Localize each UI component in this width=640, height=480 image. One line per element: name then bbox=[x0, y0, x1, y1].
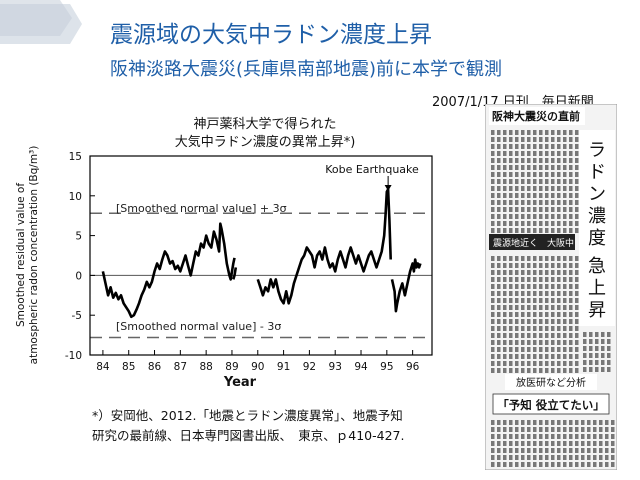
chart-title: 神戸薬科大学で得られた 大気中ラドン濃度の異常上昇*) bbox=[150, 116, 380, 152]
y-tick-label: 5 bbox=[75, 231, 82, 243]
svg-text:度: 度 bbox=[588, 228, 606, 249]
x-axis-label: Year bbox=[223, 375, 257, 390]
newspaper-band: 震源地近く 大阪中 bbox=[493, 237, 574, 249]
svg-text:ン: ン bbox=[588, 184, 606, 205]
slide-arrow-decoration bbox=[0, 0, 82, 44]
citation: *）安岡他、2012.「地震とラドン濃度異常」、地震予知 研究の最前線、日本専門… bbox=[92, 406, 404, 446]
radon-series bbox=[101, 188, 422, 319]
newspaper-clipping: 阪神大震災の直前 ラ ド ン 濃 度 急 上 昇 震源地近く 大阪中 放医研など… bbox=[485, 104, 617, 470]
series-segment-3 bbox=[256, 188, 392, 305]
lower-threshold-label: [Smoothed normal value] - 3σ bbox=[116, 320, 281, 333]
x-tick-label: 88 bbox=[199, 361, 212, 373]
radon-chart: 84 85 86 87 88 89 90 91 92 93 94 95 96 15 10 5 0 -5 -10 Y… bbox=[15, 146, 433, 390]
svg-text:上: 上 bbox=[588, 278, 606, 299]
series-segment-2 bbox=[232, 267, 238, 280]
slide-title: 震源域の大気中ラドン濃度上昇 bbox=[110, 22, 432, 48]
x-tick-label: 91 bbox=[277, 361, 290, 373]
chart-title-line2: 大気中ラドン濃度の異常上昇*) bbox=[174, 135, 356, 150]
x-tick-label: 90 bbox=[251, 361, 264, 373]
kobe-earthquake-annotation: Kobe Earthquake bbox=[325, 163, 419, 176]
newspaper-header: 阪神大震災の直前 bbox=[492, 109, 580, 123]
slide-subtitle: 阪神淡路大震災(兵庫県南部地震)前に本学で観測 bbox=[110, 59, 503, 80]
x-tick-label: 84 bbox=[96, 361, 110, 373]
newspaper-text-texture bbox=[491, 130, 615, 467]
svg-text:急: 急 bbox=[588, 256, 606, 277]
y-tick-label: 10 bbox=[69, 191, 82, 203]
annotation-arrowhead bbox=[384, 185, 392, 191]
svg-text:ド: ド bbox=[588, 162, 606, 183]
x-tick-label: 86 bbox=[148, 361, 162, 373]
x-tick-label: 93 bbox=[329, 361, 342, 373]
x-tick-label: 87 bbox=[174, 361, 187, 373]
y-axis-label-line1: Smoothed residual value of bbox=[15, 183, 27, 327]
series-segment-4 bbox=[390, 258, 422, 313]
y-axis-label-line2: atmospheric radon concentration (Bq/m³) bbox=[28, 146, 40, 365]
svg-text:濃: 濃 bbox=[588, 206, 606, 227]
series-segment-1 bbox=[101, 222, 236, 319]
y-tick-label: -10 bbox=[65, 350, 82, 362]
newspaper-subhead: 放医研など分析 bbox=[516, 376, 586, 389]
y-tick-label: 15 bbox=[69, 151, 82, 163]
y-tick-label: 0 bbox=[75, 270, 82, 282]
plot-frame bbox=[89, 155, 433, 356]
x-tick-label: 85 bbox=[122, 361, 135, 373]
citation-line1: *）安岡他、2012.「地震とラドン濃度異常」、地震予知 bbox=[92, 408, 403, 423]
x-tick-label: 96 bbox=[406, 361, 420, 373]
x-tick-label: 94 bbox=[354, 361, 368, 373]
chart-title-line1: 神戸薬科大学で得られた bbox=[193, 117, 337, 132]
x-tick-label: 95 bbox=[380, 361, 393, 373]
threshold-lines bbox=[90, 212, 432, 339]
x-tick-label: 92 bbox=[303, 361, 316, 373]
x-axis-ticks: 84 85 86 87 88 89 90 91 92 93 94 95 96 bbox=[96, 350, 420, 373]
svg-text:昇: 昇 bbox=[588, 300, 606, 321]
y-tick-label: -5 bbox=[72, 310, 82, 322]
upper-threshold-label: [Smoothed normal value] + 3σ bbox=[116, 202, 287, 215]
y-axis-ticks: 15 10 5 0 -5 -10 bbox=[65, 151, 95, 362]
svg-text:ラ: ラ bbox=[588, 140, 606, 161]
newspaper-headline: ラ ド ン 濃 度 急 上 昇 bbox=[588, 140, 606, 321]
citation-line2: 研究の最前線、日本専門図書出版、 東京、ｐ410-427. bbox=[92, 428, 405, 443]
newspaper-quote: 「予知 役立てたい」 bbox=[497, 398, 605, 412]
x-tick-label: 89 bbox=[225, 361, 238, 373]
